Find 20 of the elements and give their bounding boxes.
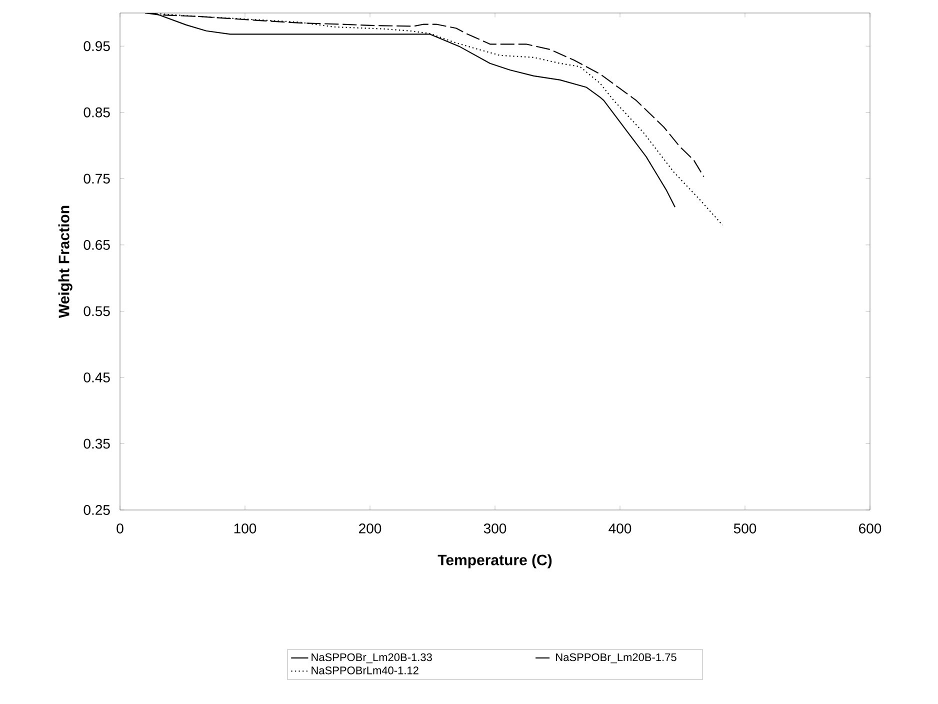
- x-tick-label: 100: [234, 524, 256, 534]
- y-tick-label: 0.75: [84, 174, 110, 184]
- legend-label: NaSPPOBrLm40-1.12: [312, 666, 418, 674]
- legend-label: NaSPPOBr_Lm20B-1.33: [312, 653, 432, 664]
- x-tick-label: 200: [359, 524, 382, 534]
- y-tick-label: 0.25: [84, 505, 110, 515]
- y-axis-title: Weight Fraction: [58, 206, 72, 318]
- x-tick-label: 300: [484, 524, 506, 534]
- y-tick-label: 0.55: [84, 306, 110, 316]
- y-tick-label: 0.85: [84, 107, 110, 118]
- x-tick-label: 0: [116, 524, 124, 534]
- y-tick-label: 0.45: [84, 372, 110, 382]
- x-tick-label: 600: [859, 524, 882, 534]
- y-tick-label: 0.95: [84, 41, 110, 52]
- x-tick-label: 500: [734, 524, 756, 534]
- legend-label: NaSPPOBr_Lm20B-1.75: [556, 653, 676, 664]
- x-tick-label: 400: [608, 524, 632, 534]
- y-tick-label: 0.65: [84, 240, 110, 250]
- x-axis-title: Temperature (C): [438, 554, 552, 568]
- y-tick-label: 0.35: [84, 438, 110, 449]
